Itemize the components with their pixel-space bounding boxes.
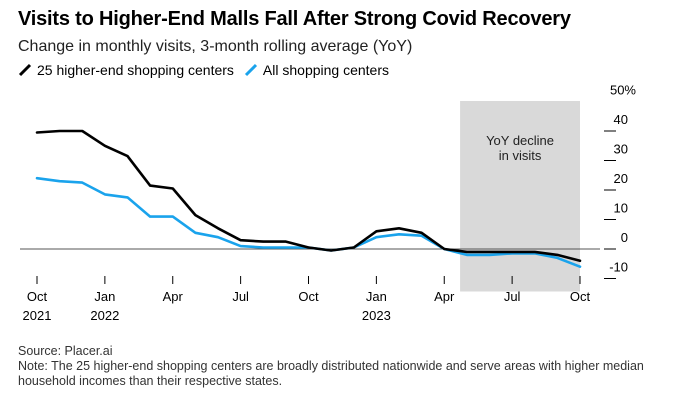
x-tick-label: Oct — [27, 289, 48, 304]
y-tick-label: 30 — [614, 142, 628, 157]
y-tick-label: -10 — [609, 260, 628, 275]
x-tick-label: Apr — [163, 289, 184, 304]
shaded-region-label-line: in visits — [499, 148, 542, 163]
x-tick-year-label: 2021 — [23, 308, 52, 323]
footer: Source: Placer.ai Note: The 25 higher-en… — [18, 344, 688, 389]
y-tick-label: 40 — [614, 112, 628, 127]
chart-title: Visits to Higher-End Malls Fall After St… — [18, 8, 571, 30]
legend: 25 higher-end shopping centers All shopp… — [18, 62, 399, 78]
chart-subtitle: Change in monthly visits, 3-month rollin… — [18, 38, 413, 55]
y-tick-label: 0 — [621, 230, 628, 245]
x-tick-label: Oct — [570, 289, 591, 304]
series-line-higher-end — [35, 129, 582, 263]
y-tick-label: 20 — [614, 171, 628, 186]
x-tick-label: Jul — [504, 289, 521, 304]
footnote: Note: The 25 higher-end shopping centers… — [18, 359, 644, 388]
x-tick-year-label: 2023 — [362, 308, 391, 323]
x-tick-label: Jan — [94, 289, 115, 304]
legend-swatch-all — [244, 63, 257, 77]
legend-swatch-higher-end — [18, 63, 32, 77]
x-tick-label: Jan — [366, 289, 387, 304]
x-tick-label: Oct — [298, 289, 319, 304]
legend-label-higher-end: 25 higher-end shopping centers — [37, 62, 234, 78]
x-tick-label: Jul — [232, 289, 249, 304]
x-tick-year-label: 2022 — [90, 308, 119, 323]
x-tick-label: Apr — [434, 289, 455, 304]
shaded-region-label-line: YoY decline — [486, 133, 554, 148]
legend-item-all: All shopping centers — [244, 62, 389, 78]
y-tick-label: 10 — [614, 201, 628, 216]
y-tick-label-top: 50% — [610, 83, 636, 98]
legend-item-higher-end: 25 higher-end shopping centers — [18, 62, 234, 78]
shaded-decline-region — [460, 101, 580, 292]
legend-label-all: All shopping centers — [262, 62, 389, 78]
source-note: Source: Placer.ai — [18, 344, 113, 358]
